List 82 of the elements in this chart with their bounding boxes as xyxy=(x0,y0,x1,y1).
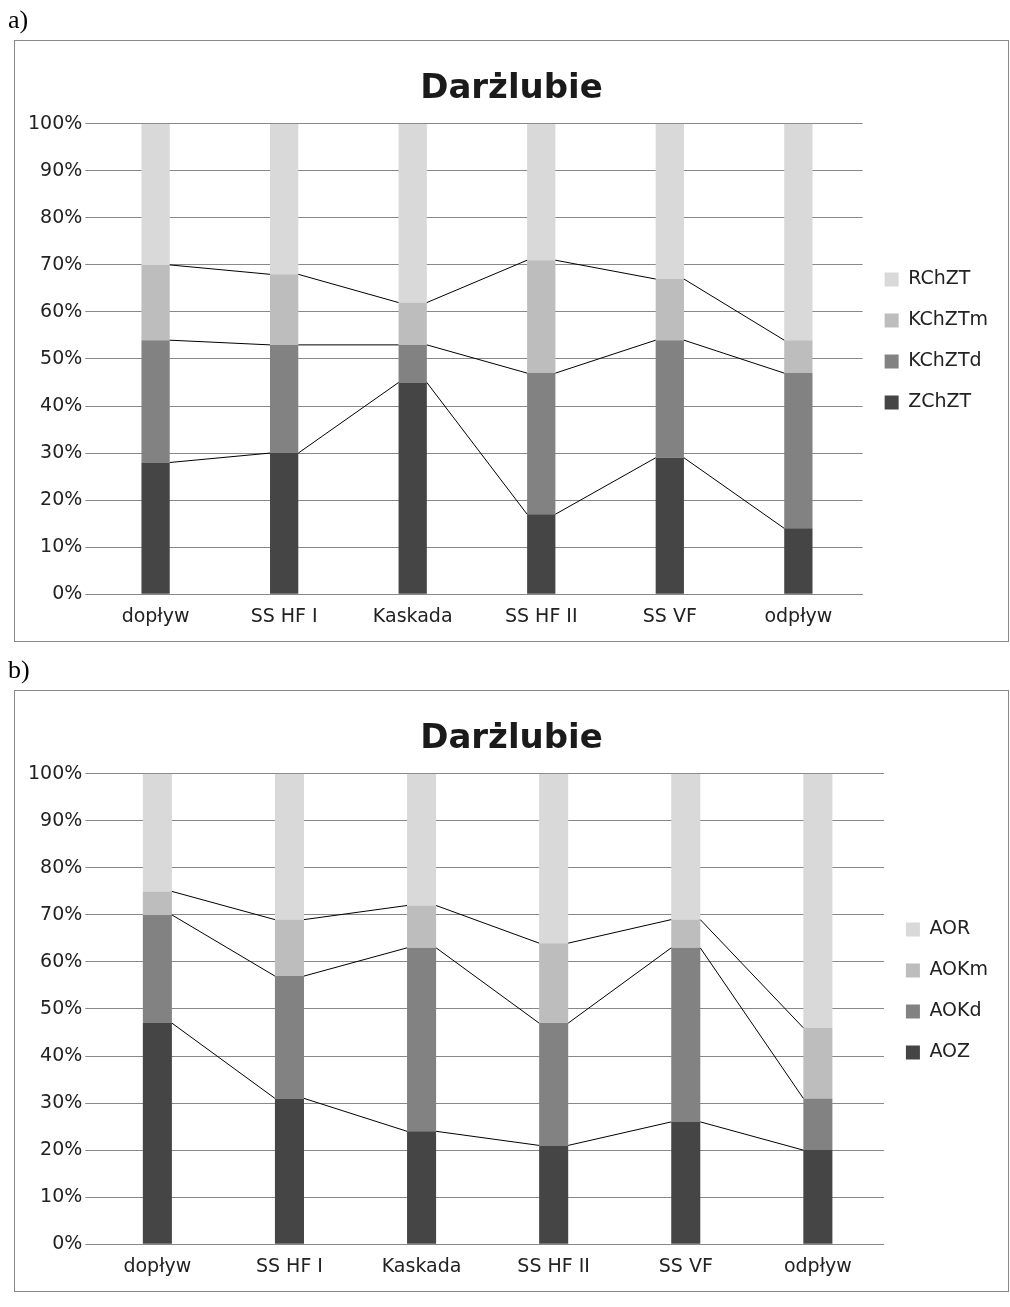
y-tick-label: 70% xyxy=(40,901,83,924)
bar xyxy=(671,1121,701,1244)
legend-label: AOZ xyxy=(929,1039,971,1062)
bar xyxy=(142,1023,172,1244)
bar xyxy=(539,943,569,1024)
text: b) xyxy=(7,654,31,686)
bar xyxy=(407,905,437,948)
y-tick-label: 30% xyxy=(40,1090,83,1113)
y-tick-label: 60% xyxy=(40,298,83,321)
legend-label: KChZTm xyxy=(908,307,988,330)
y-tick-label: 10% xyxy=(40,1184,83,1207)
y-tick-label: 80% xyxy=(40,204,83,227)
bar xyxy=(141,462,170,594)
y-tick-label: 20% xyxy=(40,1137,83,1160)
y-tick-label: 20% xyxy=(40,487,83,510)
bar xyxy=(784,528,813,594)
bar xyxy=(407,773,437,906)
bar xyxy=(141,264,170,341)
chart-title: Darżlubie xyxy=(420,66,603,107)
bar xyxy=(141,123,170,265)
x-tick-label: odpływ xyxy=(764,603,833,626)
bar xyxy=(527,514,556,594)
bar xyxy=(142,891,172,915)
y-tick-label: 90% xyxy=(40,807,83,830)
bar xyxy=(539,1145,569,1244)
y-tick-label: 70% xyxy=(40,251,83,274)
legend-label: RChZT xyxy=(908,266,971,289)
x-tick-label: SS VF xyxy=(658,1253,713,1276)
x-tick-label: odpływ xyxy=(783,1253,852,1276)
y-tick-label: 30% xyxy=(40,440,83,463)
bar xyxy=(274,1098,304,1244)
bar xyxy=(803,773,833,1028)
y-tick-label: 50% xyxy=(40,995,83,1018)
x-tick-label: dopływ xyxy=(121,603,190,626)
y-tick-label: 90% xyxy=(40,157,83,180)
y-tick-label: 0% xyxy=(52,581,83,604)
x-tick-label: SS VF xyxy=(642,603,697,626)
bar xyxy=(407,1131,437,1244)
legend-label: AOKd xyxy=(929,998,982,1021)
bar xyxy=(270,453,299,594)
bar xyxy=(274,919,304,977)
bar xyxy=(270,274,299,345)
legend-label: AOR xyxy=(929,916,971,939)
y-tick-label: 10% xyxy=(40,534,83,557)
legend-label: ZChZT xyxy=(908,389,972,412)
legend-label: AOKm xyxy=(929,957,989,980)
bar xyxy=(527,260,556,374)
bar xyxy=(803,1150,833,1244)
y-tick-label: 50% xyxy=(40,345,83,368)
y-tick-label: 40% xyxy=(40,392,83,415)
y-tick-label: 0% xyxy=(52,1231,83,1254)
x-tick-label: dopływ xyxy=(123,1253,192,1276)
bar xyxy=(142,773,172,892)
bar xyxy=(270,123,299,275)
bar xyxy=(655,457,684,594)
x-tick-label: Kaskada xyxy=(381,1253,462,1276)
bar xyxy=(274,773,304,920)
chart-title: Darżlubie xyxy=(420,716,603,757)
y-tick-label: 80% xyxy=(40,854,83,877)
bar xyxy=(803,1027,833,1099)
y-tick-label: 100% xyxy=(27,760,83,783)
y-tick-label: 40% xyxy=(40,1042,83,1065)
x-tick-label: SS HF I xyxy=(255,1253,323,1276)
bar xyxy=(527,123,556,261)
text: a) xyxy=(7,4,30,36)
x-tick-label: SS HF I xyxy=(250,603,318,626)
bar xyxy=(784,123,813,341)
x-tick-label: SS HF II xyxy=(517,1253,590,1276)
x-tick-label: Kaskada xyxy=(372,603,453,626)
bar xyxy=(398,123,427,303)
bar xyxy=(784,340,813,374)
y-tick-label: 100% xyxy=(27,110,83,133)
y-tick-label: 60% xyxy=(40,948,83,971)
bar xyxy=(655,123,684,280)
legend-label: KChZTd xyxy=(908,348,982,371)
bar xyxy=(671,919,701,948)
bar xyxy=(398,302,427,345)
bar xyxy=(398,382,427,594)
x-tick-label: SS HF II xyxy=(504,603,578,626)
bar xyxy=(539,773,569,944)
bar xyxy=(671,773,701,920)
bar xyxy=(655,279,684,341)
